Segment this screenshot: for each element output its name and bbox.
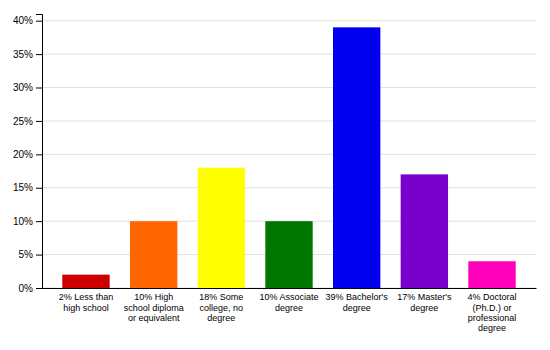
x-tick-label-line: 10% High <box>134 292 173 302</box>
x-tick-label: 10% Highschool diplomaor equivalent <box>124 292 184 323</box>
y-tick-label: 0% <box>19 283 34 294</box>
bar <box>62 275 109 288</box>
y-tick-label: 15% <box>13 182 33 193</box>
grid-line <box>42 120 536 121</box>
bar <box>198 168 245 288</box>
x-axis-line <box>43 288 537 289</box>
x-tick-label-line: degree <box>478 323 506 333</box>
x-tick-label-line: degree <box>343 303 371 313</box>
x-tick-label-line: school diploma <box>124 303 184 313</box>
bars <box>62 27 515 288</box>
y-axis-line <box>36 15 43 289</box>
grid-line <box>42 54 536 55</box>
bar <box>468 261 515 288</box>
y-tick: 25% <box>13 116 42 127</box>
y-tick-mark <box>36 288 42 289</box>
y-tick-mark <box>36 21 42 22</box>
y-tick-mark <box>36 88 42 89</box>
y-tick-mark <box>36 255 42 256</box>
chart: 0% 5% 10% 15% 20% 25% 30% 35% 40% 2% Less thanhig… <box>0 0 550 350</box>
y-tick-mark <box>36 54 42 55</box>
y-tick-mark <box>36 121 42 122</box>
plot: 0% 5% 10% 15% 20% 25% 30% 35% 40% 2% Less thanhig… <box>13 15 537 334</box>
x-tick-label-line: 39% Bachelor's <box>326 292 389 302</box>
x-tick-label-line: professional <box>468 313 517 323</box>
y-tick: 5% <box>19 249 42 260</box>
x-axis: 2% Less thanhigh school 10% Highschool di… <box>43 289 537 334</box>
x-tick-label-line: 10% Associate <box>259 292 318 302</box>
x-tick: 2% Less thanhigh school <box>59 292 114 312</box>
bar <box>401 174 448 288</box>
bar <box>265 221 312 288</box>
y-tick: 0% <box>19 283 42 294</box>
x-tick-label-line: 2% Less than <box>59 292 114 302</box>
x-tick: 4% Doctoral(Ph.D.) orprofessionaldegree <box>467 292 516 333</box>
x-tick-label-line: 4% Doctoral <box>467 292 516 302</box>
y-tick: 35% <box>13 49 42 60</box>
y-tick-label: 35% <box>13 49 33 60</box>
bar <box>130 221 177 288</box>
y-tick-label: 20% <box>13 149 33 160</box>
bar <box>333 27 380 288</box>
y-tick-label: 30% <box>13 82 33 93</box>
x-tick-label: 39% Bachelor'sdegree <box>326 292 389 312</box>
x-tick-label-line: college, no <box>200 303 244 313</box>
x-tick-label: 2% Less thanhigh school <box>59 292 114 312</box>
x-tick: 10% Highschool diplomaor equivalent <box>124 292 184 323</box>
y-tick-mark <box>36 154 42 155</box>
x-tick-label: 18% Somecollege, nodegree <box>199 292 243 323</box>
grid-line <box>42 87 536 88</box>
x-tick: 18% Somecollege, nodegree <box>199 292 243 323</box>
x-tick-label-line: or equivalent <box>128 313 180 323</box>
x-tick-label-line: degree <box>275 303 303 313</box>
x-tick-label-line: degree <box>410 303 438 313</box>
x-tick-label-line: 18% Some <box>199 292 243 302</box>
y-tick-mark <box>36 221 42 222</box>
y-tick-label: 10% <box>13 216 33 227</box>
x-tick-label-line: degree <box>207 313 235 323</box>
grid-line <box>42 154 536 155</box>
y-tick: 10% <box>13 216 42 227</box>
x-tick-label: 4% Doctoral(Ph.D.) orprofessionaldegree <box>467 292 516 333</box>
y-tick: 40% <box>13 15 42 26</box>
y-tick-mark <box>36 188 42 189</box>
y-tick-label: 40% <box>13 15 33 26</box>
x-tick-label-line: high school <box>63 303 109 313</box>
x-tick-label: 10% Associatedegree <box>259 292 318 312</box>
x-tick: 10% Associatedegree <box>259 292 318 312</box>
y-tick-label: 25% <box>13 116 33 127</box>
y-tick: 15% <box>13 182 42 193</box>
y-tick-label: 5% <box>19 249 34 260</box>
y-tick: 20% <box>13 149 42 160</box>
x-tick-label: 17% Master'sdegree <box>397 292 452 312</box>
x-tick-label-line: 17% Master's <box>397 292 452 302</box>
grid-line <box>42 187 536 188</box>
x-tick: 39% Bachelor'sdegree <box>326 292 389 312</box>
y-tick: 30% <box>13 82 42 93</box>
grid-line <box>42 20 536 21</box>
grid <box>42 21 536 288</box>
x-tick-label-line: (Ph.D.) or <box>473 303 512 313</box>
x-tick: 17% Master'sdegree <box>397 292 452 312</box>
y-axis: 0% 5% 10% 15% 20% 25% 30% 35% 40% <box>13 15 43 294</box>
